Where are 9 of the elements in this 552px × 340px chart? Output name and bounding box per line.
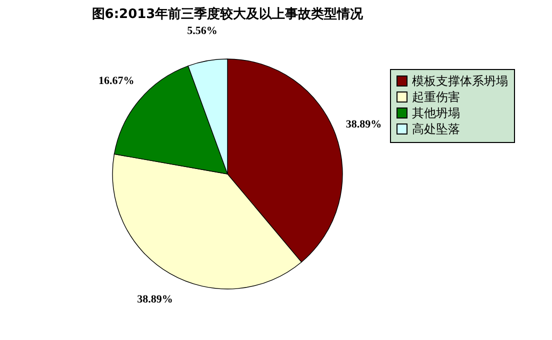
legend-label: 模板支撑体系坍塌: [412, 74, 508, 88]
legend-label: 起重伤害: [412, 90, 460, 104]
data-label: 5.56%: [187, 25, 218, 38]
data-label: 38.89%: [137, 294, 173, 306]
legend-label: 高处坠落: [412, 122, 460, 136]
legend-label: 其他坍塌: [412, 106, 460, 120]
data-label: 38.89%: [346, 118, 382, 130]
chart-title: 图6:2013年前三季度较大及以上事故类型情况: [92, 6, 364, 22]
data-label: 16.67%: [98, 74, 134, 87]
